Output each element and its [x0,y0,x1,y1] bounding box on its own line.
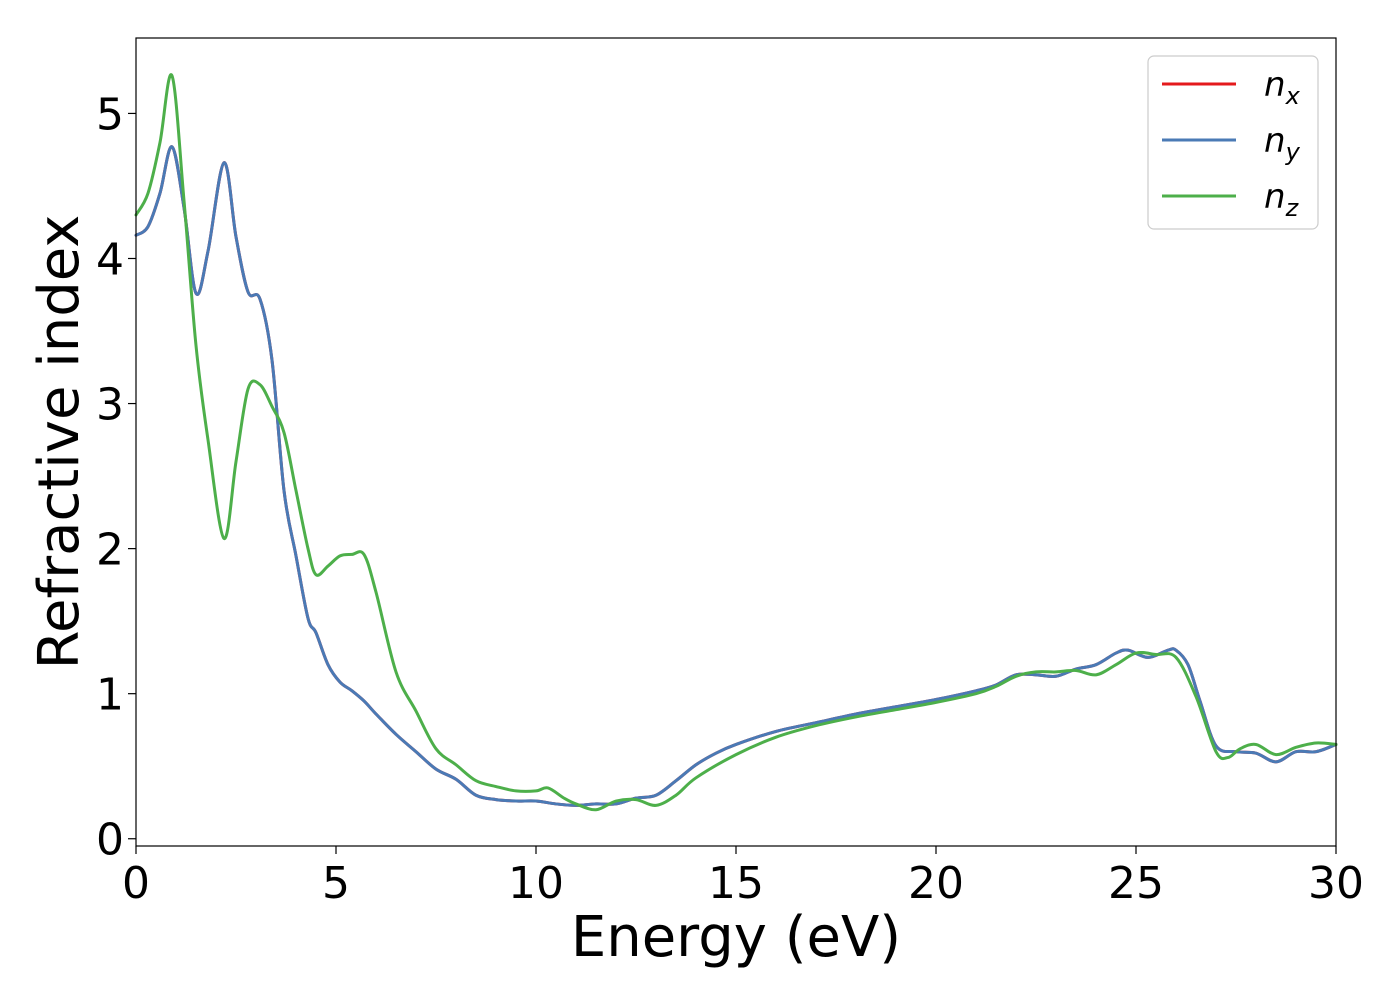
y-tick-label: 2 [96,525,124,576]
x-tick-label: 0 [122,858,150,909]
y-tick-label: 0 [96,815,124,866]
x-tick-label: 15 [708,858,764,909]
series-line-z [134,73,1338,812]
x-tick-label: 10 [508,858,564,909]
x-axis-title: Energy (eV) [571,905,901,970]
legend-box [1147,55,1319,230]
x-axis-ticks: 0 5 10 15 20 25 30 [122,846,1364,909]
x-tick-label: 30 [1308,858,1364,909]
y-tick-label: 1 [96,670,124,721]
y-tick-label: 5 [96,89,124,140]
x-tick-label: 20 [908,858,964,909]
y-tick-label: 4 [96,234,124,285]
series-line-y [134,145,1338,807]
plot-area-background [136,38,1336,846]
x-tick-label: 25 [1108,858,1164,909]
x-tick-label: 5 [322,858,350,909]
y-tick-label: 3 [96,380,124,431]
series-layer [134,73,1338,812]
y-axis-title: Refractive index [27,215,92,670]
y-axis-ticks: 0 1 2 3 4 5 [96,89,136,866]
